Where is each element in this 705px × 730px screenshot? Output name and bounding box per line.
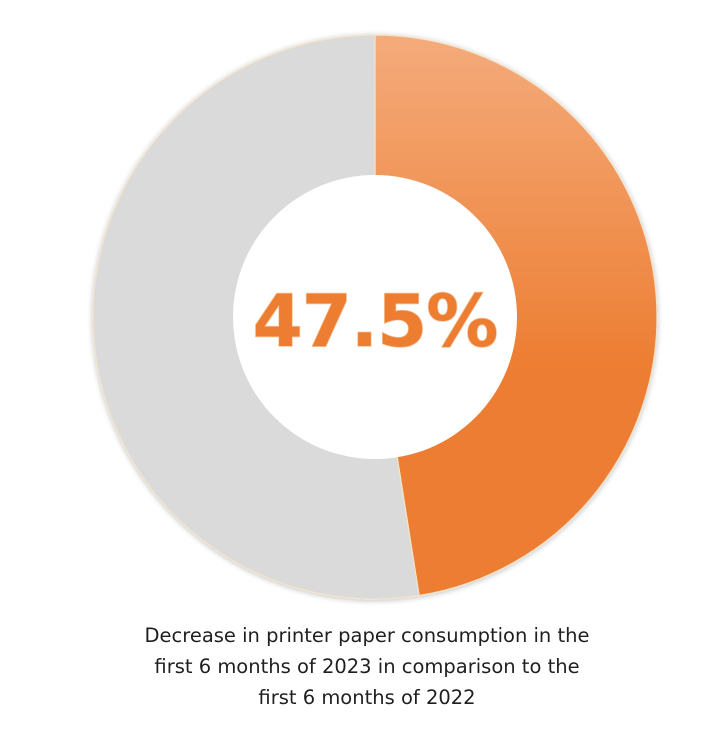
- caption-line-3: first 6 months of 2022: [258, 686, 476, 709]
- caption-line-1: Decrease in printer paper consumption in…: [144, 624, 590, 647]
- donut-hole: [233, 175, 517, 459]
- chart-caption: Decrease in printer paper consumption in…: [82, 620, 652, 713]
- caption-line-2: first 6 months of 2023 in comparison to …: [154, 655, 580, 678]
- center-percentage-label: 47.5%: [253, 279, 498, 363]
- donut-chart: 47.5%: [92, 34, 658, 600]
